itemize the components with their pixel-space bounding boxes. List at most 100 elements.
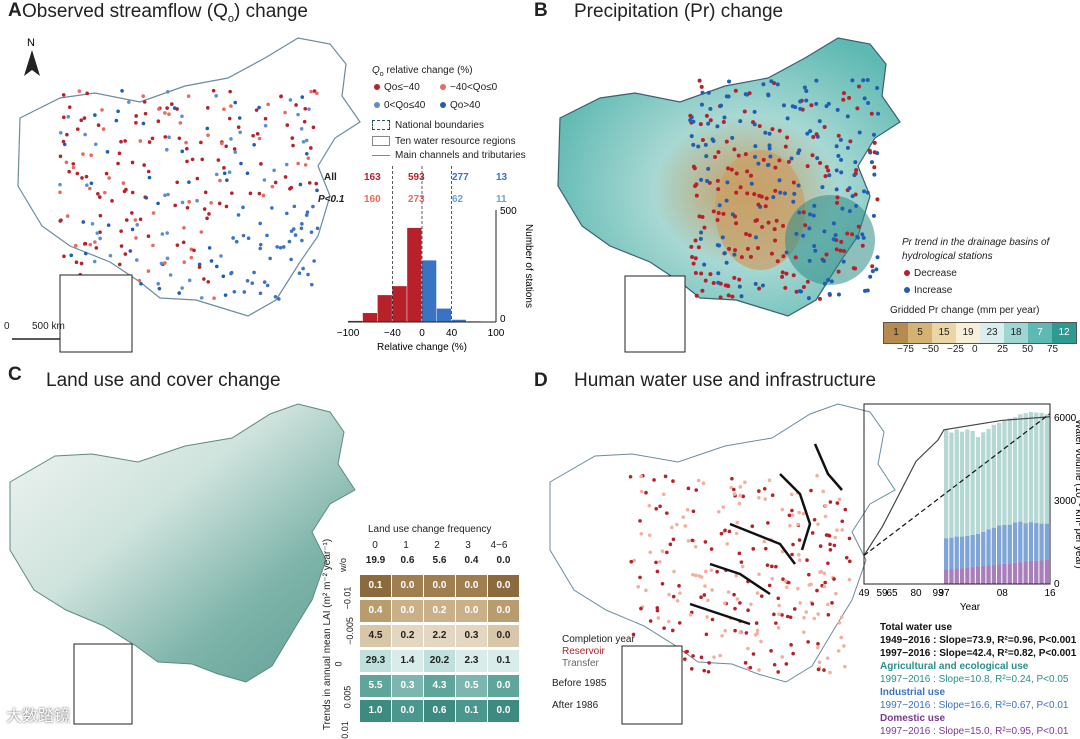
station-dot — [94, 246, 99, 250]
station-dot — [195, 176, 200, 181]
basin-dot — [870, 269, 875, 274]
station-dot — [177, 136, 182, 141]
stack-bar — [1012, 522, 1018, 563]
stack-bar — [965, 567, 970, 584]
basin-dot — [697, 78, 702, 83]
basin-dot — [757, 193, 762, 198]
heat-cell: 0.0 — [488, 575, 519, 597]
basin-dot — [806, 296, 811, 301]
grid-title: Gridded Pr change (mm per year) — [890, 305, 1040, 316]
heat-cell: 1.4 — [392, 650, 423, 672]
reservoir-dot — [816, 667, 821, 672]
basin-dot — [817, 119, 822, 124]
basin-dot — [763, 204, 768, 209]
station-dot — [181, 240, 186, 245]
station-dot — [156, 281, 161, 286]
basin-dot — [713, 155, 718, 160]
reservoir-dot — [830, 601, 834, 605]
station-dot — [309, 230, 314, 234]
stack-bar — [959, 568, 965, 584]
station-dot — [182, 260, 187, 264]
station-dot — [241, 233, 246, 238]
basin-dot — [761, 157, 766, 162]
basin-dot — [705, 179, 710, 184]
freq-col-0: 0 — [372, 540, 378, 551]
basin-dot — [839, 170, 844, 175]
station-dot — [287, 239, 292, 244]
grid-tick-2: −25 — [947, 344, 964, 355]
station-dot — [74, 260, 79, 265]
stat-line-2: 1997−2016 : Slope=42.4, R²=0.82, P<0.001 — [880, 648, 1077, 659]
basin-dot — [726, 293, 731, 298]
reservoir-dot — [683, 524, 688, 528]
reservoir-dot — [727, 529, 732, 534]
basin-dot — [835, 107, 840, 112]
reservoir-dot — [784, 662, 789, 666]
station-dot — [185, 159, 189, 164]
station-dot — [214, 172, 219, 177]
grid-cell-7: 12 — [1052, 323, 1076, 343]
reservoir-dot — [726, 590, 731, 594]
stack-bar — [954, 536, 959, 569]
reservoir-dot — [699, 595, 703, 600]
basin-dot — [733, 88, 738, 93]
basin-dot — [691, 119, 696, 124]
station-dot — [292, 204, 297, 209]
basin-dot — [777, 178, 782, 183]
basin-dot — [841, 91, 846, 96]
station-dot — [163, 261, 167, 265]
station-dot — [71, 162, 76, 166]
reservoir-dot — [740, 564, 745, 569]
station-dot — [277, 297, 281, 301]
basin-dot — [720, 235, 725, 240]
basin-dot — [861, 78, 866, 83]
station-dot — [61, 115, 66, 120]
reservoir-dot — [770, 576, 775, 581]
reservoir-dot — [743, 480, 747, 485]
grid-tick-4: 25 — [997, 344, 1009, 355]
reservoir-dot — [710, 588, 714, 592]
count-p-1: 273 — [408, 194, 425, 205]
station-dot — [273, 180, 278, 185]
station-dot — [172, 106, 177, 110]
basin-dot — [794, 289, 799, 294]
station-dot — [184, 140, 188, 145]
station-dot — [207, 212, 211, 216]
panel-b: B Precipitation (Pr) change Pr trend in … — [534, 0, 1080, 363]
histogram-a: −100 −40 0 40 100 0 500 Relative change (%) Numb… — [337, 166, 534, 353]
basin-dot — [869, 160, 874, 165]
x-tick-0: −100 — [337, 328, 360, 339]
basin-dot — [780, 270, 785, 275]
station-dot — [134, 236, 138, 240]
basin-dot — [812, 243, 817, 248]
reservoir-dot — [777, 612, 781, 616]
reservoir-dot — [826, 561, 830, 566]
reservoir-dot — [754, 621, 759, 625]
legend-a-item-3: Qo>40 — [440, 100, 480, 111]
basin-dot — [734, 171, 739, 176]
station-dot — [245, 171, 250, 176]
reservoir-dot — [737, 501, 742, 506]
basin-dot — [696, 245, 701, 250]
station-dot — [108, 253, 113, 258]
station-dot — [218, 178, 222, 183]
station-dot — [141, 94, 145, 98]
reservoir-dot — [833, 535, 838, 540]
heat-cell: 0.3 — [456, 625, 487, 647]
basin-dot — [689, 134, 694, 139]
station-dot — [105, 150, 110, 154]
basin-dot — [861, 235, 866, 240]
reservoir-dot — [790, 552, 794, 557]
stack-bar — [1039, 412, 1044, 524]
legend-a-item-0: Qo≤−40 — [374, 82, 420, 93]
reservoir-dot — [772, 612, 776, 617]
basin-dot — [834, 247, 839, 252]
station-dot — [106, 223, 111, 227]
basin-dot — [840, 206, 845, 211]
basin-dot — [752, 192, 757, 197]
row-label-2: −0.005 — [344, 617, 355, 645]
reservoir-dot — [694, 488, 699, 492]
station-dot — [166, 192, 170, 197]
row-label-5: 0.01 — [339, 721, 350, 739]
reservoir-dot — [733, 606, 737, 611]
